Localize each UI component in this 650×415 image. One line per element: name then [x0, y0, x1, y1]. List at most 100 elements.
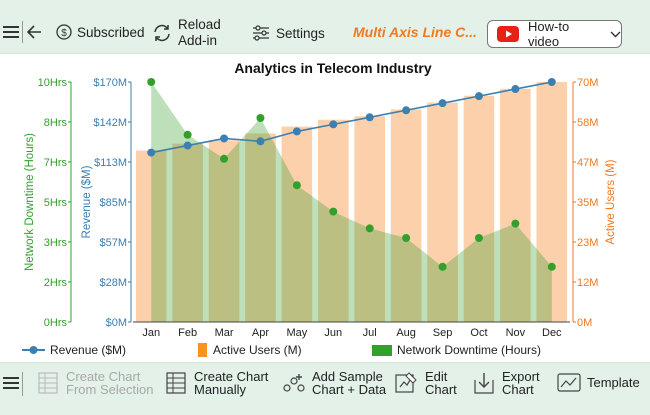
- settings-label: Settings: [276, 25, 325, 41]
- revenue-point: [329, 120, 338, 129]
- revenue-line: [147, 78, 556, 157]
- users-axis-tick-label: 47M: [577, 157, 598, 169]
- downtime-area: [147, 78, 556, 322]
- users-bar: [536, 82, 568, 322]
- legend-users-swatch: [198, 343, 207, 357]
- legend-downtime-label: Network Downtime (Hours): [397, 343, 541, 357]
- edit-chart-button[interactable]: Edit Chart: [395, 370, 457, 396]
- users-bar: [390, 109, 422, 322]
- grid-chart-icon: [166, 372, 186, 394]
- revenue-point: [438, 99, 447, 108]
- downtime-point: [365, 224, 374, 233]
- revenue-axis-tick-label: $28M: [99, 277, 127, 289]
- multi-axis-chart: 0Hrs 2Hrs 3Hrs 5Hrs 7Hrs 8Hrs 10Hrs $0M $28M $57M…: [22, 60, 617, 357]
- revenue-point: [511, 85, 520, 94]
- top-toolbar: $ Subscribed Reload Add-in Settings Mult…: [0, 0, 650, 54]
- revenue-line-path: [151, 81, 552, 154]
- users-axis-tick-label: 70M: [577, 77, 598, 89]
- users-bar: [317, 119, 349, 322]
- legend-downtime-swatch: [372, 345, 392, 356]
- users-bar: [354, 116, 386, 323]
- export-chart-label: Export Chart: [502, 369, 540, 397]
- bottom-hamburger-icon[interactable]: [3, 376, 19, 390]
- x-tick-label: Feb: [178, 327, 197, 339]
- toolbar-divider: [22, 21, 23, 43]
- downtime-point: [438, 262, 447, 271]
- downtime-axis-tick-label: 3Hrs: [44, 237, 68, 249]
- revenue-point: [402, 106, 411, 115]
- x-tick-label: Aug: [396, 327, 416, 339]
- chart-type-title: Multi Axis Line C...: [353, 24, 477, 40]
- downtime-area-fill: [151, 82, 552, 322]
- howto-video-dropdown[interactable]: How-to video: [487, 19, 622, 49]
- users-bar: [281, 126, 313, 322]
- users-bars: [135, 82, 568, 323]
- downtime-axis-tick-label: 0Hrs: [44, 317, 68, 329]
- create-manually-button[interactable]: Create Chart Manually: [166, 370, 268, 396]
- template-icon: [557, 371, 581, 393]
- x-tick-label: Mar: [215, 327, 234, 339]
- users-axis-tick-label: 58M: [577, 117, 598, 129]
- create-from-selection-button[interactable]: Create Chart From Selection: [38, 370, 153, 396]
- settings-button[interactable]: Settings: [252, 25, 325, 41]
- x-tick-label: Jul: [363, 327, 377, 339]
- revenue-point: [183, 141, 192, 150]
- downtime-point: [292, 181, 301, 190]
- add-sample-button[interactable]: Add Sample Chart + Data: [282, 370, 386, 396]
- chart-legend: Revenue ($M) Active Users (M) Network Down…: [22, 343, 541, 357]
- chevron-down-icon: [610, 31, 621, 38]
- downtime-axis-tick-label: 7Hrs: [44, 157, 68, 169]
- users-bar: [208, 140, 240, 322]
- x-tick-label: Jan: [142, 327, 160, 339]
- x-tick-label: Apr: [252, 327, 269, 339]
- edit-chart-icon: [395, 372, 417, 394]
- downtime-point: [256, 114, 265, 122]
- export-chart-button[interactable]: Export Chart: [474, 370, 540, 396]
- back-arrow-icon[interactable]: [27, 25, 42, 39]
- edit-chart-label: Edit Chart: [425, 369, 457, 397]
- users-bar: [427, 102, 458, 322]
- revenue-axis-tick-label: $170M: [93, 77, 127, 89]
- howto-label: How-to video: [528, 19, 570, 49]
- youtube-icon: [497, 26, 519, 42]
- x-tick-label: Jun: [324, 327, 342, 339]
- x-tick-label: May: [286, 327, 307, 339]
- revenue-point: [365, 113, 374, 122]
- create-manually-label: Create Chart Manually: [194, 369, 269, 397]
- export-icon: [474, 372, 494, 394]
- reload-icon: [152, 24, 172, 42]
- users-axis-title: Active Users (M): [605, 159, 617, 244]
- x-tick-label: Sep: [433, 327, 453, 339]
- subscribed-label: Subscribed: [77, 24, 145, 40]
- users-bar: [245, 133, 276, 322]
- revenue-point: [547, 78, 556, 86]
- legend-revenue-swatch-dot: [29, 346, 38, 354]
- subscribed-button[interactable]: $ Subscribed: [56, 24, 145, 40]
- reload-addin-button[interactable]: Reload Add-in: [152, 17, 221, 49]
- legend-users-label: Active Users (M): [213, 343, 302, 357]
- sliders-icon: [252, 25, 270, 41]
- downtime-axis-title: Network Downtime (Hours): [24, 133, 36, 271]
- revenue-axis-tick-label: $57M: [99, 237, 127, 249]
- chart-axes: 0Hrs 2Hrs 3Hrs 5Hrs 7Hrs 8Hrs 10Hrs $0M $28M $57M…: [38, 77, 599, 339]
- legend-revenue-label: Revenue ($M): [50, 343, 126, 357]
- users-axis-tick-label: 0M: [577, 317, 592, 329]
- reload-addin-label: Reload Add-in: [178, 17, 221, 48]
- downtime-point: [547, 262, 556, 271]
- downtime-point: [474, 234, 483, 242]
- users-bar: [463, 95, 495, 322]
- downtime-point: [220, 154, 229, 163]
- template-button[interactable]: Template: [557, 371, 640, 393]
- hamburger-menu-icon[interactable]: [3, 25, 19, 39]
- sample-data-icon: [282, 372, 306, 394]
- downtime-axis-tick-label: 5Hrs: [44, 197, 68, 209]
- revenue-point: [256, 137, 265, 146]
- template-label: Template: [587, 374, 640, 390]
- downtime-axis-tick-label: 8Hrs: [44, 117, 68, 129]
- revenue-point: [147, 148, 156, 157]
- revenue-point: [474, 92, 483, 101]
- add-sample-label: Add Sample Chart + Data: [312, 369, 387, 397]
- revenue-point: [220, 134, 229, 143]
- create-from-selection-label: Create Chart From Selection: [66, 369, 154, 397]
- revenue-axis-tick-label: $142M: [93, 117, 127, 129]
